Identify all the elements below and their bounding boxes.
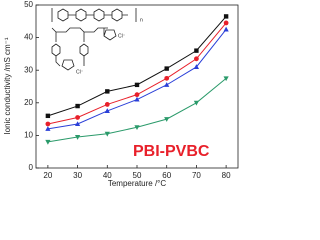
- marker: [134, 92, 140, 98]
- x-tick-label: 50: [133, 171, 142, 180]
- marker: [104, 102, 110, 107]
- series-line: [47, 22, 227, 125]
- x-tick-label: 40: [103, 171, 112, 180]
- marker: [164, 66, 169, 71]
- structure-label: Cl⁻: [76, 69, 84, 75]
- y-tick-label: 20: [24, 98, 33, 107]
- marker: [45, 121, 51, 127]
- marker: [223, 26, 229, 32]
- x-tick-label: 80: [222, 171, 231, 180]
- y-tick-label: 10: [24, 131, 33, 140]
- marker: [164, 75, 170, 81]
- structure-label: Cl⁻: [118, 33, 126, 39]
- marker: [223, 20, 229, 26]
- x-tick-label: 20: [43, 171, 52, 180]
- y-tick-label: 40: [24, 33, 33, 42]
- structure-label: n: [140, 17, 143, 23]
- chart: n Cl⁻ Cl⁻ PBI-PVBC Temperature /°C Ionic…: [3, 0, 239, 188]
- marker: [193, 64, 200, 69]
- marker: [75, 115, 80, 120]
- marker: [194, 56, 199, 62]
- marker: [74, 135, 81, 140]
- marker: [75, 103, 80, 109]
- marker: [104, 131, 110, 137]
- y-tick-label: 30: [24, 65, 33, 74]
- marker: [223, 76, 229, 82]
- marker: [223, 14, 229, 19]
- marker: [45, 126, 51, 131]
- x-axis-title: Temperature /°C: [108, 179, 167, 188]
- x-tick-label: 60: [162, 171, 171, 180]
- y-axis-title: Ionic conductivity /mS cm⁻¹: [3, 37, 12, 134]
- series-line: [47, 29, 227, 130]
- x-tick-label: 30: [73, 171, 82, 180]
- marker: [164, 82, 170, 87]
- y-tick-label: 50: [24, 0, 33, 9]
- marker: [194, 48, 199, 53]
- marker: [164, 117, 170, 122]
- marker: [45, 113, 51, 119]
- marker: [134, 125, 140, 131]
- marker: [193, 100, 200, 106]
- marker: [105, 89, 110, 94]
- x-tick-label: 70: [192, 171, 201, 180]
- chemical-structure: [51, 8, 137, 71]
- marker: [134, 96, 140, 102]
- annotation: PBI-PVBC: [133, 143, 210, 160]
- marker: [45, 139, 51, 145]
- marker: [134, 82, 140, 88]
- y-tick-label: 0: [29, 163, 34, 172]
- series-line: [47, 77, 227, 143]
- marker: [74, 121, 81, 126]
- marker: [104, 108, 110, 113]
